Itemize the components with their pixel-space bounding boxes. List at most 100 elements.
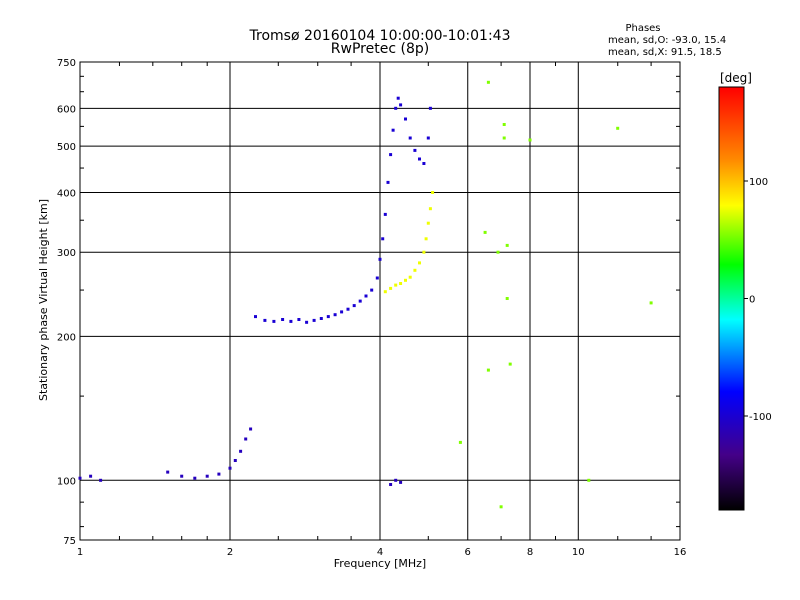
- data-point: [408, 275, 412, 279]
- colorbar-tick-label: -100: [749, 412, 772, 423]
- data-point: [78, 476, 82, 480]
- x-tick-label: 2: [227, 547, 233, 558]
- data-point: [193, 476, 197, 480]
- data-point: [272, 319, 276, 323]
- y-tick-label: 75: [63, 536, 76, 547]
- data-point: [413, 148, 417, 152]
- y-tick-label: 600: [57, 104, 76, 115]
- chart-subtitle: RwPretec (8p): [331, 41, 429, 57]
- data-point: [426, 221, 430, 225]
- data-point: [391, 128, 395, 132]
- data-point: [486, 368, 490, 372]
- x-tick-label: 10: [572, 547, 585, 558]
- data-point: [389, 286, 393, 290]
- data-point: [394, 106, 398, 110]
- data-point: [389, 153, 393, 157]
- data-point: [587, 478, 591, 482]
- data-point: [89, 474, 93, 478]
- data-point: [616, 126, 620, 130]
- colorbar: [718, 86, 745, 511]
- data-point: [396, 96, 400, 100]
- y-tick-label: 500: [57, 142, 76, 153]
- data-point: [180, 474, 184, 478]
- data-point: [346, 307, 350, 311]
- data-point: [399, 103, 403, 107]
- x-tick-label: 1: [77, 547, 83, 558]
- data-point: [319, 317, 323, 320]
- data-point: [289, 319, 293, 323]
- data-point: [375, 276, 379, 280]
- data-point: [333, 313, 337, 317]
- stats-heading: Phases: [625, 23, 660, 34]
- data-point: [508, 362, 512, 366]
- stats-line-o: mean, sd,O: -93.0, 15.4: [608, 35, 726, 46]
- data-point: [312, 318, 316, 322]
- data-point: [249, 427, 253, 431]
- colorbar-label: [deg]: [720, 71, 752, 85]
- colorbar-tick-label: 100: [749, 177, 768, 188]
- data-point: [418, 157, 421, 161]
- data-point: [383, 212, 387, 216]
- data-point: [370, 288, 374, 292]
- y-tick-label: 750: [57, 58, 76, 69]
- data-point: [458, 440, 462, 444]
- data-point: [528, 138, 532, 142]
- data-point: [404, 278, 407, 282]
- data-point: [297, 318, 301, 321]
- data-point: [496, 250, 500, 254]
- data-point: [217, 472, 221, 476]
- data-point: [326, 315, 330, 319]
- grid-lines: [80, 62, 680, 540]
- data-point: [394, 478, 398, 482]
- data-point: [394, 283, 398, 287]
- data-point: [399, 282, 403, 285]
- colorbar-tick-label: 0: [749, 295, 755, 306]
- data-point: [358, 299, 362, 303]
- data-point: [383, 290, 387, 294]
- data-point: [422, 162, 426, 165]
- data-point: [505, 297, 509, 300]
- x-tick-label: 4: [377, 547, 383, 558]
- data-point: [428, 106, 432, 110]
- x-tick-label: 16: [674, 547, 687, 558]
- axis-ticks: 1 2 4 6 8 10 16 75 100 200 300 400 500 600 750: [57, 58, 686, 558]
- data-point: [389, 483, 393, 486]
- chart-title: Tromsø 20160104 10:00:00-10:01:43: [249, 28, 511, 44]
- data-point: [505, 243, 509, 247]
- data-point: [424, 237, 428, 241]
- data-point: [499, 505, 503, 509]
- data-point: [244, 437, 248, 441]
- data-point: [428, 207, 432, 211]
- data-point: [254, 315, 257, 319]
- data-point: [426, 136, 430, 140]
- data-point: [422, 250, 426, 254]
- data-point: [205, 474, 209, 478]
- data-point: [166, 470, 170, 474]
- data-point: [483, 230, 487, 234]
- data-point: [378, 257, 382, 261]
- y-tick-label: 300: [57, 248, 76, 259]
- data-point: [399, 480, 403, 484]
- data-point: [281, 318, 285, 321]
- data-point: [352, 304, 356, 308]
- x-tick-label: 8: [527, 547, 533, 558]
- data-point: [431, 191, 435, 194]
- data-point: [340, 310, 344, 314]
- data-point: [649, 301, 653, 305]
- data-points: [78, 80, 653, 509]
- y-tick-label: 200: [57, 332, 76, 343]
- data-point: [404, 117, 407, 121]
- data-point: [239, 449, 243, 453]
- y-tick-label: 400: [57, 188, 76, 199]
- data-point: [233, 459, 237, 462]
- data-point: [502, 136, 506, 140]
- x-axis-label: Frequency [MHz]: [334, 557, 426, 570]
- data-point: [486, 80, 490, 84]
- data-point: [228, 466, 232, 470]
- data-point: [381, 237, 385, 241]
- data-point: [263, 318, 267, 322]
- data-point: [305, 320, 309, 324]
- y-tick-label: 100: [57, 476, 76, 487]
- data-point: [364, 294, 368, 298]
